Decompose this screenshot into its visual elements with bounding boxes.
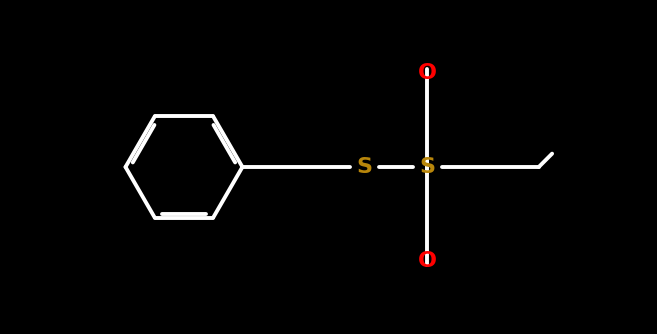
Text: S: S	[419, 157, 435, 177]
Text: S: S	[357, 157, 373, 177]
Text: O: O	[418, 250, 436, 271]
Text: O: O	[418, 63, 436, 84]
